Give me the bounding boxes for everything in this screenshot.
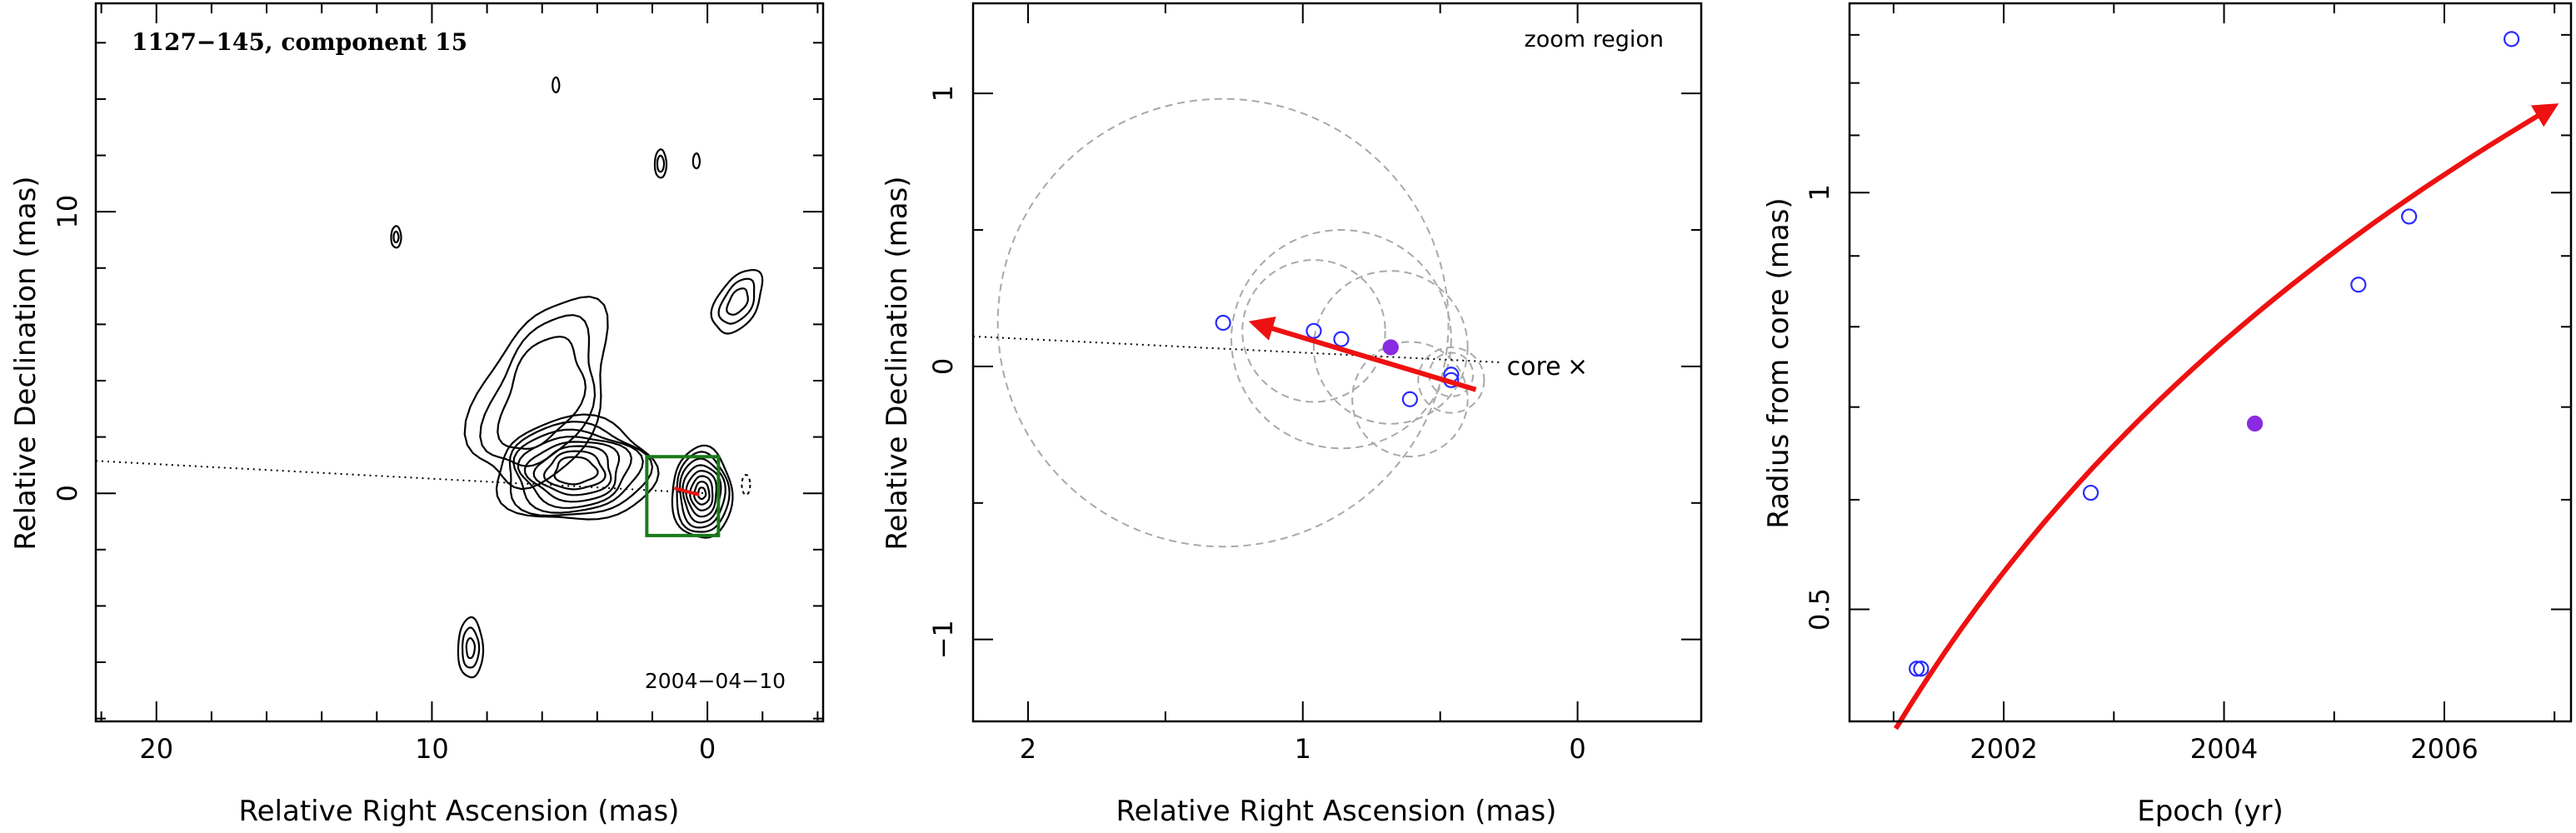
x-tick-label: 10 [415,733,449,765]
panel-contour-map: 20 10 0 10 0 1127−145, component 15 2004−04−… [9,2,825,828]
contour-line [653,148,668,179]
y-tick-label: 1 [1804,184,1835,201]
panel-radius-vs-epoch: 2002 2004 2006 0.5 1 Epoch (yr) Radius from … [1762,2,2573,828]
x-axis-label: Epoch (yr) [2137,795,2284,828]
x-tick-label: 2006 [2410,733,2478,765]
component-point [1305,322,1322,339]
panel1-marks [95,455,721,537]
component-size-circle [1241,259,1386,403]
y-axis-label: Relative Declination (mas) [881,176,914,550]
x-tick-label: 2002 [1969,733,2037,765]
panel3-marks [1893,31,2559,731]
axis-ticks: 2 1 0 1 0 −1 [927,3,1701,765]
component-size-circle [996,97,1450,548]
contour-line [465,636,476,660]
jet-axis-line [972,335,1501,363]
contour-line [542,450,607,491]
x-axis-label: Relative Right Ascension (mas) [239,795,680,828]
contour-line [495,413,660,521]
contour-line [517,436,633,509]
motion-arrow [1248,317,1477,392]
y-tick-label: −1 [927,620,959,659]
epoch-point [2082,484,2099,501]
zoom-region-annotation: zoom region [1525,27,1664,52]
contour-line [552,76,561,93]
y-axis-label: Radius from core (mas) [1762,197,1795,528]
component-point [1215,314,1231,332]
plot-frame [94,2,825,723]
contour-line [726,287,749,316]
plot-frame [971,2,1703,723]
contour-line [685,470,718,518]
axis-ticks: 2002 2004 2006 0.5 1 [1804,3,2571,765]
contour-line [512,428,644,514]
y-tick-label: 1 [927,85,959,102]
component-size-circle [1231,229,1452,450]
contour-line [463,295,609,491]
epoch-point [2350,277,2367,293]
x-tick-label: 20 [139,733,173,765]
x-axis-label: Relative Right Ascension (mas) [1116,795,1557,828]
panel-zoom-region: core × 2 1 0 1 0 −1 zoom region Relative Right… [881,2,1703,828]
contour-line [710,268,764,335]
negative-contour [741,474,751,496]
x-tick-label: 0 [1569,733,1585,765]
x-tick-label: 1 [1295,733,1311,765]
y-axis-label: Relative Declination (mas) [9,176,42,550]
component-size-circle [1351,341,1469,458]
contour-line [717,277,756,325]
component-point [1333,331,1350,347]
x-tick-label: 2 [1020,733,1036,765]
contour-map [390,76,764,679]
y-tick-label: 0 [927,358,959,375]
epoch-point [2401,208,2418,225]
core-label: core [1507,352,1561,382]
zoom-box [645,455,721,537]
highlighted-epoch-point [2246,415,2264,432]
component-size-circle [1312,270,1469,425]
plot-frame [1848,2,2573,723]
x-tick-label: 2004 [2190,733,2258,765]
fit-arrow [1893,103,2559,731]
contour-line [691,152,701,170]
epoch-point [1913,661,1930,677]
y-tick-label: 10 [52,195,83,229]
contour-line [457,616,485,679]
contour-line [392,230,400,244]
epoch-point [2504,31,2520,47]
contour-line [656,154,666,173]
contour-line [497,335,587,450]
contour-line [676,451,731,533]
x-tick-label: 0 [699,733,716,765]
panel2-marks: core × [972,97,1588,548]
epoch-label: 2004−04−10 [645,669,786,693]
contour-line [679,457,726,529]
contour-line [390,225,402,249]
contour-line [462,626,481,669]
component-point [1401,391,1419,407]
epoch-point [1909,661,1925,677]
contour-line [532,445,612,496]
axis-ticks: 20 10 0 10 0 [52,3,823,765]
y-tick-label: 0.5 [1804,588,1835,631]
component-size-circle [1417,346,1485,414]
contour-line [553,456,599,486]
core-marker: × [1567,352,1588,382]
panel-title: 1127−145, component 15 [132,28,467,56]
motion-arrow [673,486,700,496]
contour-line [681,464,722,524]
contour-line [508,420,654,517]
contour-line [479,314,597,467]
y-tick-label: 0 [52,485,83,501]
contour-line [523,441,621,503]
highlighted-component-point [1382,339,1399,356]
